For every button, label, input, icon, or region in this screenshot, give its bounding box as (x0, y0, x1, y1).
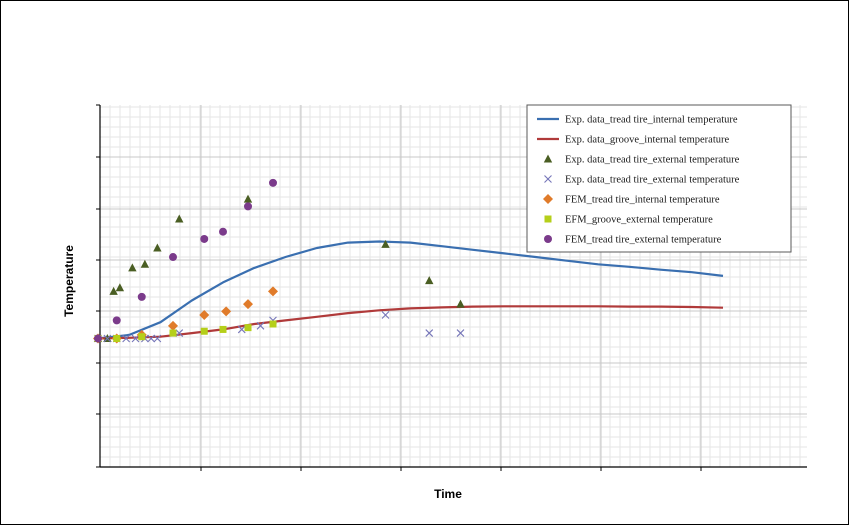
data-point (153, 334, 162, 343)
series-7 (94, 178, 277, 343)
data-point (381, 311, 390, 319)
cross-stroke (425, 329, 434, 337)
legend-item: Exp. data_tread tire_external temperatur… (543, 154, 740, 166)
data-point (109, 286, 118, 295)
legend-swatch (544, 175, 552, 183)
cross-stroke (175, 329, 184, 337)
cross-stroke (456, 329, 465, 337)
data-point (269, 320, 277, 328)
legend-swatch (544, 215, 552, 223)
cross-stroke (153, 334, 162, 343)
data-point (425, 276, 434, 285)
legend-label: FEM_tread tire_external temperature (565, 235, 722, 246)
data-point (169, 253, 177, 262)
data-point (113, 334, 121, 342)
legend-item: Exp. data_tread tire_external temperatur… (544, 175, 740, 186)
legend-swatch (543, 194, 553, 204)
legend-swatch (543, 154, 553, 163)
data-point (221, 306, 232, 317)
data-point (268, 286, 278, 297)
cross-stroke (381, 311, 390, 319)
data-point (219, 227, 227, 236)
data-point (138, 333, 146, 341)
series-line (97, 240, 724, 340)
legend-item: Exp. data_groove_internal temperature (537, 135, 729, 146)
cross-stroke (122, 334, 131, 343)
data-point (175, 329, 184, 337)
data-point (168, 320, 178, 331)
data-point (243, 194, 253, 203)
legend-item: EFM_groove_external temperature (544, 215, 713, 226)
data-point (199, 309, 210, 320)
legend-label: Exp. data_tread tire_external temperatur… (565, 155, 740, 166)
cross-stroke (237, 325, 246, 334)
legend-label: Exp. data_tread tire_external temperatur… (565, 175, 740, 186)
legend-label: Exp. data_groove_internal temperature (565, 135, 729, 146)
data-point (169, 329, 177, 337)
data-point (269, 178, 277, 187)
data-point (200, 327, 208, 335)
legend-item: FEM_tread tire_external temperature (544, 235, 722, 246)
legend-item: FEM_tread tire_internal temperature (543, 194, 720, 206)
legend-label: Exp. data_tread tire_internal temperatur… (565, 115, 738, 126)
data-point (137, 292, 146, 301)
data-point (244, 324, 252, 332)
cross-stroke (103, 334, 112, 343)
legend-label: FEM_tread tire_internal temperature (565, 195, 720, 206)
x-axis-label: Time (434, 487, 462, 501)
data-point (140, 259, 150, 268)
data-point (425, 329, 434, 337)
data-point (219, 325, 227, 333)
y-axis-label: Temperature (62, 245, 76, 317)
legend-item: Exp. data_tread tire_internal temperatur… (537, 115, 738, 126)
data-point (256, 321, 265, 330)
data-point (112, 316, 121, 325)
data-point (122, 334, 131, 343)
cross-stroke (544, 175, 552, 183)
legend-label: EFM_groove_external temperature (565, 215, 713, 226)
data-point (456, 299, 465, 308)
legend-box (526, 104, 792, 253)
series (93, 178, 724, 344)
data-point (200, 234, 209, 243)
data-point (381, 239, 390, 248)
data-point (94, 334, 102, 343)
cross-stroke (256, 321, 265, 330)
series-1 (97, 240, 724, 340)
data-point (103, 334, 112, 343)
legend: Exp. data_tread tire_internal temperatur… (526, 104, 792, 253)
cross-stroke (131, 334, 140, 343)
data-point (244, 202, 252, 211)
data-point (147, 334, 156, 343)
data-point (243, 299, 253, 310)
data-point (175, 214, 184, 223)
cross-stroke (147, 334, 156, 343)
data-point (115, 283, 125, 292)
legend-swatch (544, 235, 552, 243)
data-point (128, 263, 137, 272)
axes (96, 104, 807, 471)
data-point (153, 243, 162, 252)
data-point (131, 334, 140, 343)
data-point (237, 325, 246, 334)
data-point (456, 329, 465, 337)
